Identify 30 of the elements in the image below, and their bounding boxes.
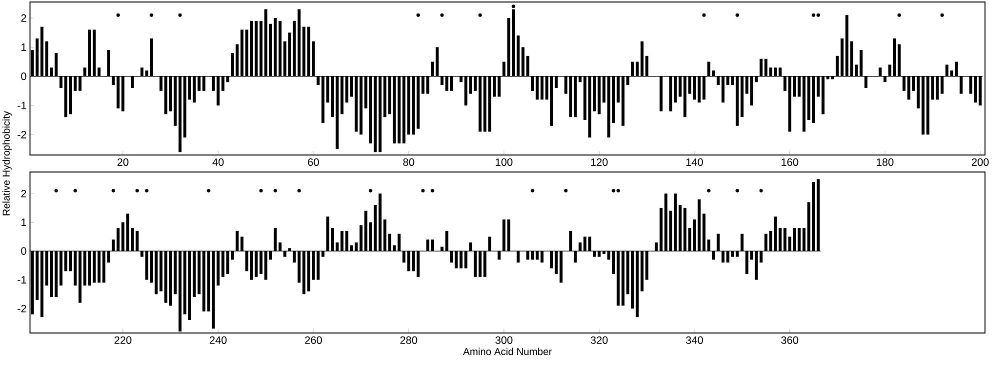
x-tick-label: 20	[118, 158, 128, 166]
y-tick-label: 0	[21, 72, 26, 80]
x-tick-label: 300	[495, 336, 512, 344]
x-tick-label: 80	[403, 158, 414, 166]
x-tick-label: 340	[686, 336, 703, 344]
y-axis-title: Relative Hydrophobicity	[2, 111, 12, 216]
x-tick-label: 180	[876, 158, 894, 166]
x-tick-label: 40	[212, 158, 224, 166]
x-tick-label: 320	[590, 336, 608, 344]
x-tick-label: 60	[308, 158, 319, 166]
x-tick-label: 240	[210, 336, 227, 344]
x-tick-label: 220	[114, 336, 132, 344]
x-tick-label: 280	[400, 336, 418, 344]
x-tick-label: 140	[686, 158, 703, 166]
x-tick-label: 160	[782, 158, 798, 166]
x-axis-title: Amino Acid Number	[463, 348, 552, 356]
y-tick-label: -1	[18, 102, 26, 110]
y-tick-label: 2	[21, 14, 26, 22]
y-tick-label: -2	[18, 130, 26, 138]
y-tick-label: 0	[21, 247, 26, 255]
y-tick-label: -2	[18, 304, 26, 312]
y-tick-label: 2	[21, 190, 26, 198]
x-tick-label: 360	[781, 336, 798, 344]
y-tick-label: 1	[22, 43, 26, 51]
x-tick-label: 120	[591, 158, 608, 166]
x-tick-label: 100	[496, 158, 512, 166]
y-tick-label: -1	[18, 276, 26, 284]
y-tick-label: 1	[22, 218, 26, 226]
x-tick-label: 200	[972, 158, 989, 166]
x-tick-label: 260	[305, 336, 322, 344]
